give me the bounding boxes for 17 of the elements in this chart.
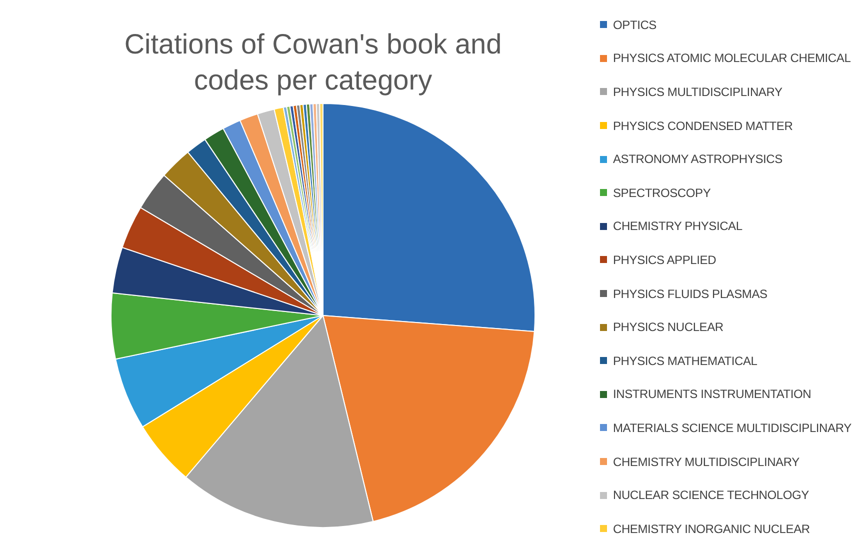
legend-label: NUCLEAR SCIENCE TECHNOLOGY xyxy=(613,488,809,502)
legend-label: CHEMISTRY PHYSICAL xyxy=(613,219,742,234)
legend-label: PHYSICS MULTIDISCIPLINARY xyxy=(613,84,782,99)
legend-label: PHYSICS APPLIED xyxy=(613,252,716,267)
legend-label: SPECTROSCOPY xyxy=(613,186,711,200)
legend-label: MATERIALS SCIENCE MULTIDISCIPLINARY xyxy=(613,420,852,435)
legend-label: ASTRONOMY ASTROPHYSICS xyxy=(613,152,782,166)
legend-label: OPTICS xyxy=(613,18,656,32)
text: Citations of Cowan's book and codes per category xyxy=(124,28,502,96)
legend-label: PHYSICS NUCLEAR xyxy=(613,320,724,334)
legend-label: PHYSICS CONDENSED MATTER xyxy=(613,118,793,133)
legend-label: CHEMISTRY INORGANIC NUCLEAR xyxy=(613,522,810,536)
legend-label: INSTRUMENTS INSTRUMENTATION xyxy=(613,387,812,402)
legend-label: PHYSICS MATHEMATICAL xyxy=(613,354,758,368)
legend-label: PHYSICS ATOMIC MOLECULAR CHEMICAL xyxy=(613,51,851,66)
legend-label: PHYSICS FLUIDS PLASMAS xyxy=(613,286,768,301)
legend-label: CHEMISTRY MULTIDISCIPLINARY xyxy=(613,454,800,469)
